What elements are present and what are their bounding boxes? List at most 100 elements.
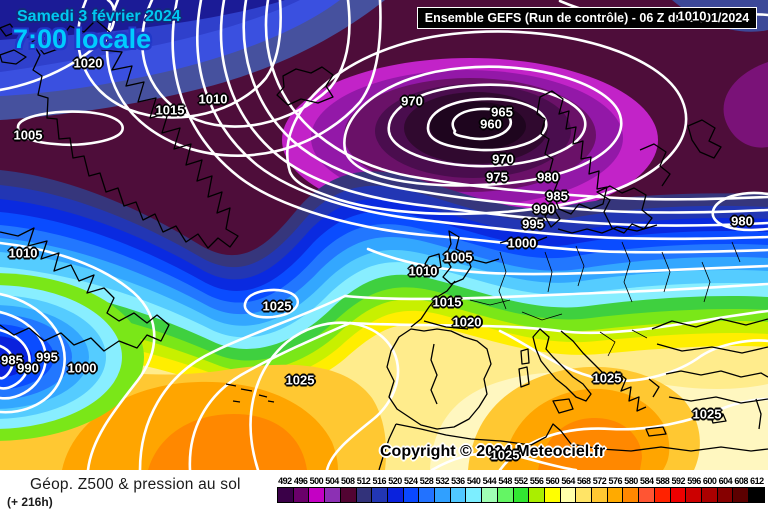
pressure-label: 1005	[443, 249, 473, 265]
colorbar-tick: 592	[671, 476, 685, 486]
model-run-label: Ensemble GEFS (Run de contrôle) - 06 Z d…	[424, 11, 750, 25]
pressure-label: 990	[533, 201, 555, 217]
z500-pressure-map	[0, 0, 768, 470]
pressure-label: 975	[486, 169, 508, 185]
colorbar-tick: 516	[372, 476, 387, 486]
pressure-label: 1000	[67, 360, 97, 376]
colorbar-cell	[482, 488, 497, 502]
colorbar-cell	[701, 488, 717, 502]
coastlines	[0, 19, 768, 470]
colorbar-cell	[293, 488, 309, 502]
pressure-label: 990	[17, 360, 39, 376]
colorbar-tick: 520	[388, 476, 402, 486]
colorbar-cell	[387, 488, 403, 502]
colorbar-cell	[654, 488, 670, 502]
colorbar-tick: 568	[577, 476, 591, 486]
pressure-label: 1015	[432, 294, 462, 310]
colorbar-tick: 508	[341, 476, 355, 486]
pressure-label: 995	[36, 349, 58, 365]
colorbar-cell	[544, 488, 560, 502]
colorbar-tick: 612	[750, 476, 764, 486]
colorbar-tick: 560	[545, 476, 560, 486]
pressure-label: 980	[537, 169, 559, 185]
colorbar-tick: 540	[466, 476, 481, 486]
colorbar-tick: 500	[309, 476, 324, 486]
map-area: Samedi 3 février 2024 7:00 locale Ensemb…	[0, 0, 768, 470]
colorbar-cell	[560, 488, 576, 502]
pressure-label: 970	[492, 151, 514, 167]
pressure-label: 1020	[73, 55, 103, 71]
country-borders	[469, 241, 741, 357]
colorbar-tick: 532	[435, 476, 449, 486]
pressure-label: 1010	[198, 91, 228, 107]
colorbar-cell	[435, 488, 450, 502]
pressure-label: 995	[522, 216, 544, 232]
colorbar-cell	[529, 488, 544, 502]
product-title: Géop. Z500 & pression au sol	[30, 476, 241, 493]
colorbar-cell	[466, 488, 482, 502]
isobar-lines	[0, 0, 768, 470]
date-label: Samedi 3 février 2024	[17, 8, 181, 25]
pressure-label: 1010	[8, 245, 38, 261]
pressure-label: 1015	[155, 102, 185, 118]
colorbar-cell	[372, 488, 387, 502]
pressure-label: 1025	[262, 298, 292, 314]
colorbar-cell	[278, 488, 293, 502]
colorbar	[277, 487, 765, 503]
colorbar-cell	[733, 488, 749, 502]
pressure-label: 1025	[490, 447, 520, 463]
colorbar-tick: 600	[702, 476, 717, 486]
pressure-label: 980	[731, 213, 753, 229]
colorbar-cell	[403, 488, 419, 502]
pressure-label: 1025	[285, 372, 315, 388]
pressure-label: 985	[546, 188, 568, 204]
colorbar-cell	[749, 488, 764, 502]
footer-bar: Géop. Z500 & pression au sol (+ 216h) 49…	[0, 470, 768, 512]
colorbar-cell	[717, 488, 733, 502]
colorbar-cell	[592, 488, 607, 502]
colorbar-cell	[356, 488, 372, 502]
colorbar-cell	[340, 488, 356, 502]
time-label: 7:00 locale	[13, 24, 152, 54]
colorbar-tick: 584	[639, 476, 654, 486]
colorbar-cell	[623, 488, 639, 502]
colorbar-tick: 512	[356, 476, 371, 486]
colorbar-tick: 576	[608, 476, 623, 486]
colorbar-tick: 544	[482, 476, 497, 486]
copyright-label: Copyright © 2024 Meteociel.fr	[380, 443, 606, 460]
colorbar-tick: 604	[718, 476, 733, 486]
colorbar-tick: 588	[655, 476, 670, 486]
colorbar-cell	[419, 488, 435, 502]
colorbar-cell	[513, 488, 529, 502]
colorbar-tick: 564	[561, 476, 575, 486]
pressure-label: 965	[491, 104, 513, 120]
colorbar-tick: 580	[624, 476, 638, 486]
colorbar-tick: 524	[403, 476, 418, 486]
pressure-label: 1010	[408, 263, 438, 279]
colorbar-tick: 552	[514, 476, 528, 486]
pressure-label: 1020	[452, 314, 482, 330]
pressure-label: 1010	[677, 8, 707, 24]
colorbar-tick: 596	[687, 476, 701, 486]
colorbar-tick: 608	[734, 476, 748, 486]
colorbar-tick: 504	[325, 476, 339, 486]
colorbar-cell	[607, 488, 623, 502]
colorbar-tick-labels: 492 496 500 504 508 512 516 520 524 528 532 536 540 5…	[277, 476, 765, 486]
forecast-step-label: (+ 216h)	[7, 495, 53, 509]
colorbar-cell	[497, 488, 513, 502]
colorbar-tick: 536	[451, 476, 465, 486]
trough-rings	[0, 273, 144, 441]
model-run-box: Ensemble GEFS (Run de contrôle) - 06 Z d…	[417, 7, 757, 29]
colorbar-tick: 548	[498, 476, 512, 486]
colorbar-tick: 496	[293, 476, 308, 486]
colorbar-cell	[686, 488, 701, 502]
colorbar-cell	[639, 488, 654, 502]
colorbar-cell	[450, 488, 466, 502]
colorbar-cell	[309, 488, 325, 502]
colorbar-cell	[576, 488, 592, 502]
pressure-label: 1025	[692, 406, 722, 422]
pressure-label: 985	[1, 352, 23, 368]
pressure-label: 1005	[13, 127, 43, 143]
colorbar-tick: 528	[419, 476, 434, 486]
